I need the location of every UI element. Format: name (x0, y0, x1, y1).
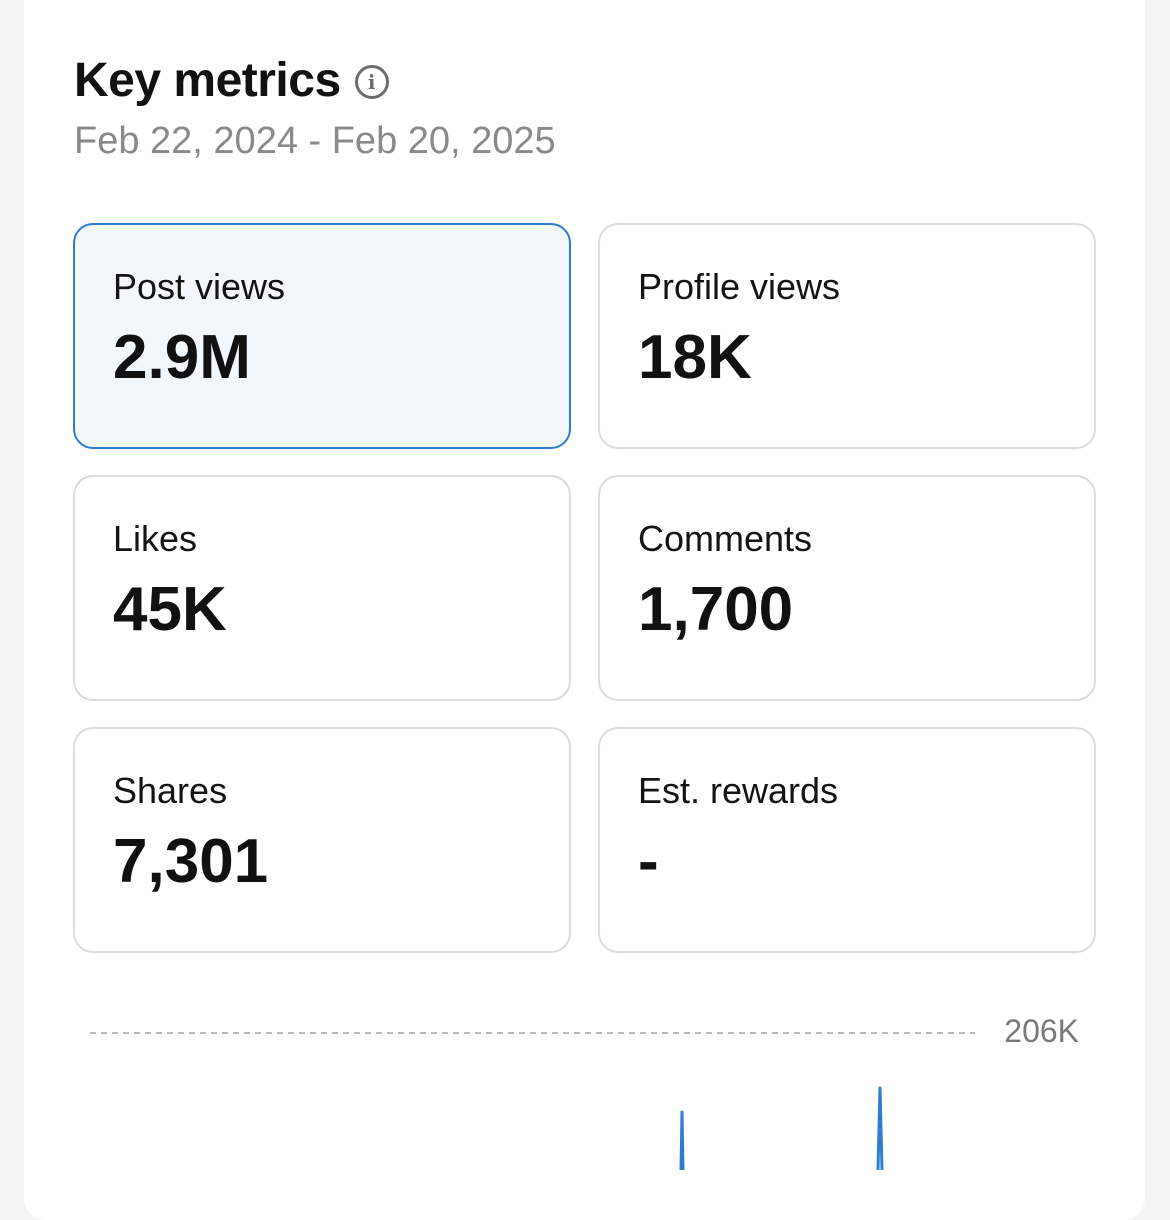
chart-series-line (679, 1086, 884, 1170)
metric-label: Profile views (638, 266, 841, 307)
metric-value: - (638, 827, 659, 896)
metric-card-profile-views[interactable]: Profile views 18K (598, 223, 1096, 449)
metric-label: Comments (638, 518, 813, 559)
page-title: Key metrics (74, 54, 341, 107)
metric-value: 18K (638, 323, 752, 392)
metric-label: Est. rewards (638, 770, 839, 811)
metric-value: 45K (113, 575, 227, 644)
post-views-chart: 206K (90, 1013, 1079, 1170)
metric-card-comments[interactable]: Comments 1,700 (598, 475, 1096, 701)
title-row: Key metrics i (74, 52, 556, 110)
metric-card-likes[interactable]: Likes 45K (73, 475, 571, 701)
metric-value: 2.9M (113, 323, 251, 392)
metric-card-shares[interactable]: Shares 7,301 (73, 727, 571, 953)
metric-value: 7,301 (113, 827, 269, 896)
key-metrics-header: Key metrics i Feb 22, 2024 - Feb 20, 202… (74, 52, 556, 164)
y-max-label: 206K (1004, 1013, 1079, 1049)
metric-label: Likes (113, 518, 198, 559)
metric-label: Shares (113, 770, 228, 811)
date-range: Feb 22, 2024 - Feb 20, 2025 (74, 120, 556, 162)
info-icon[interactable]: i (354, 65, 389, 99)
metric-value: 1,700 (638, 575, 794, 644)
metric-card-est-rewards[interactable]: Est. rewards - (598, 727, 1096, 953)
metric-card-post-views[interactable]: Post views 2.9M (73, 223, 571, 449)
metric-label: Post views (113, 266, 286, 307)
